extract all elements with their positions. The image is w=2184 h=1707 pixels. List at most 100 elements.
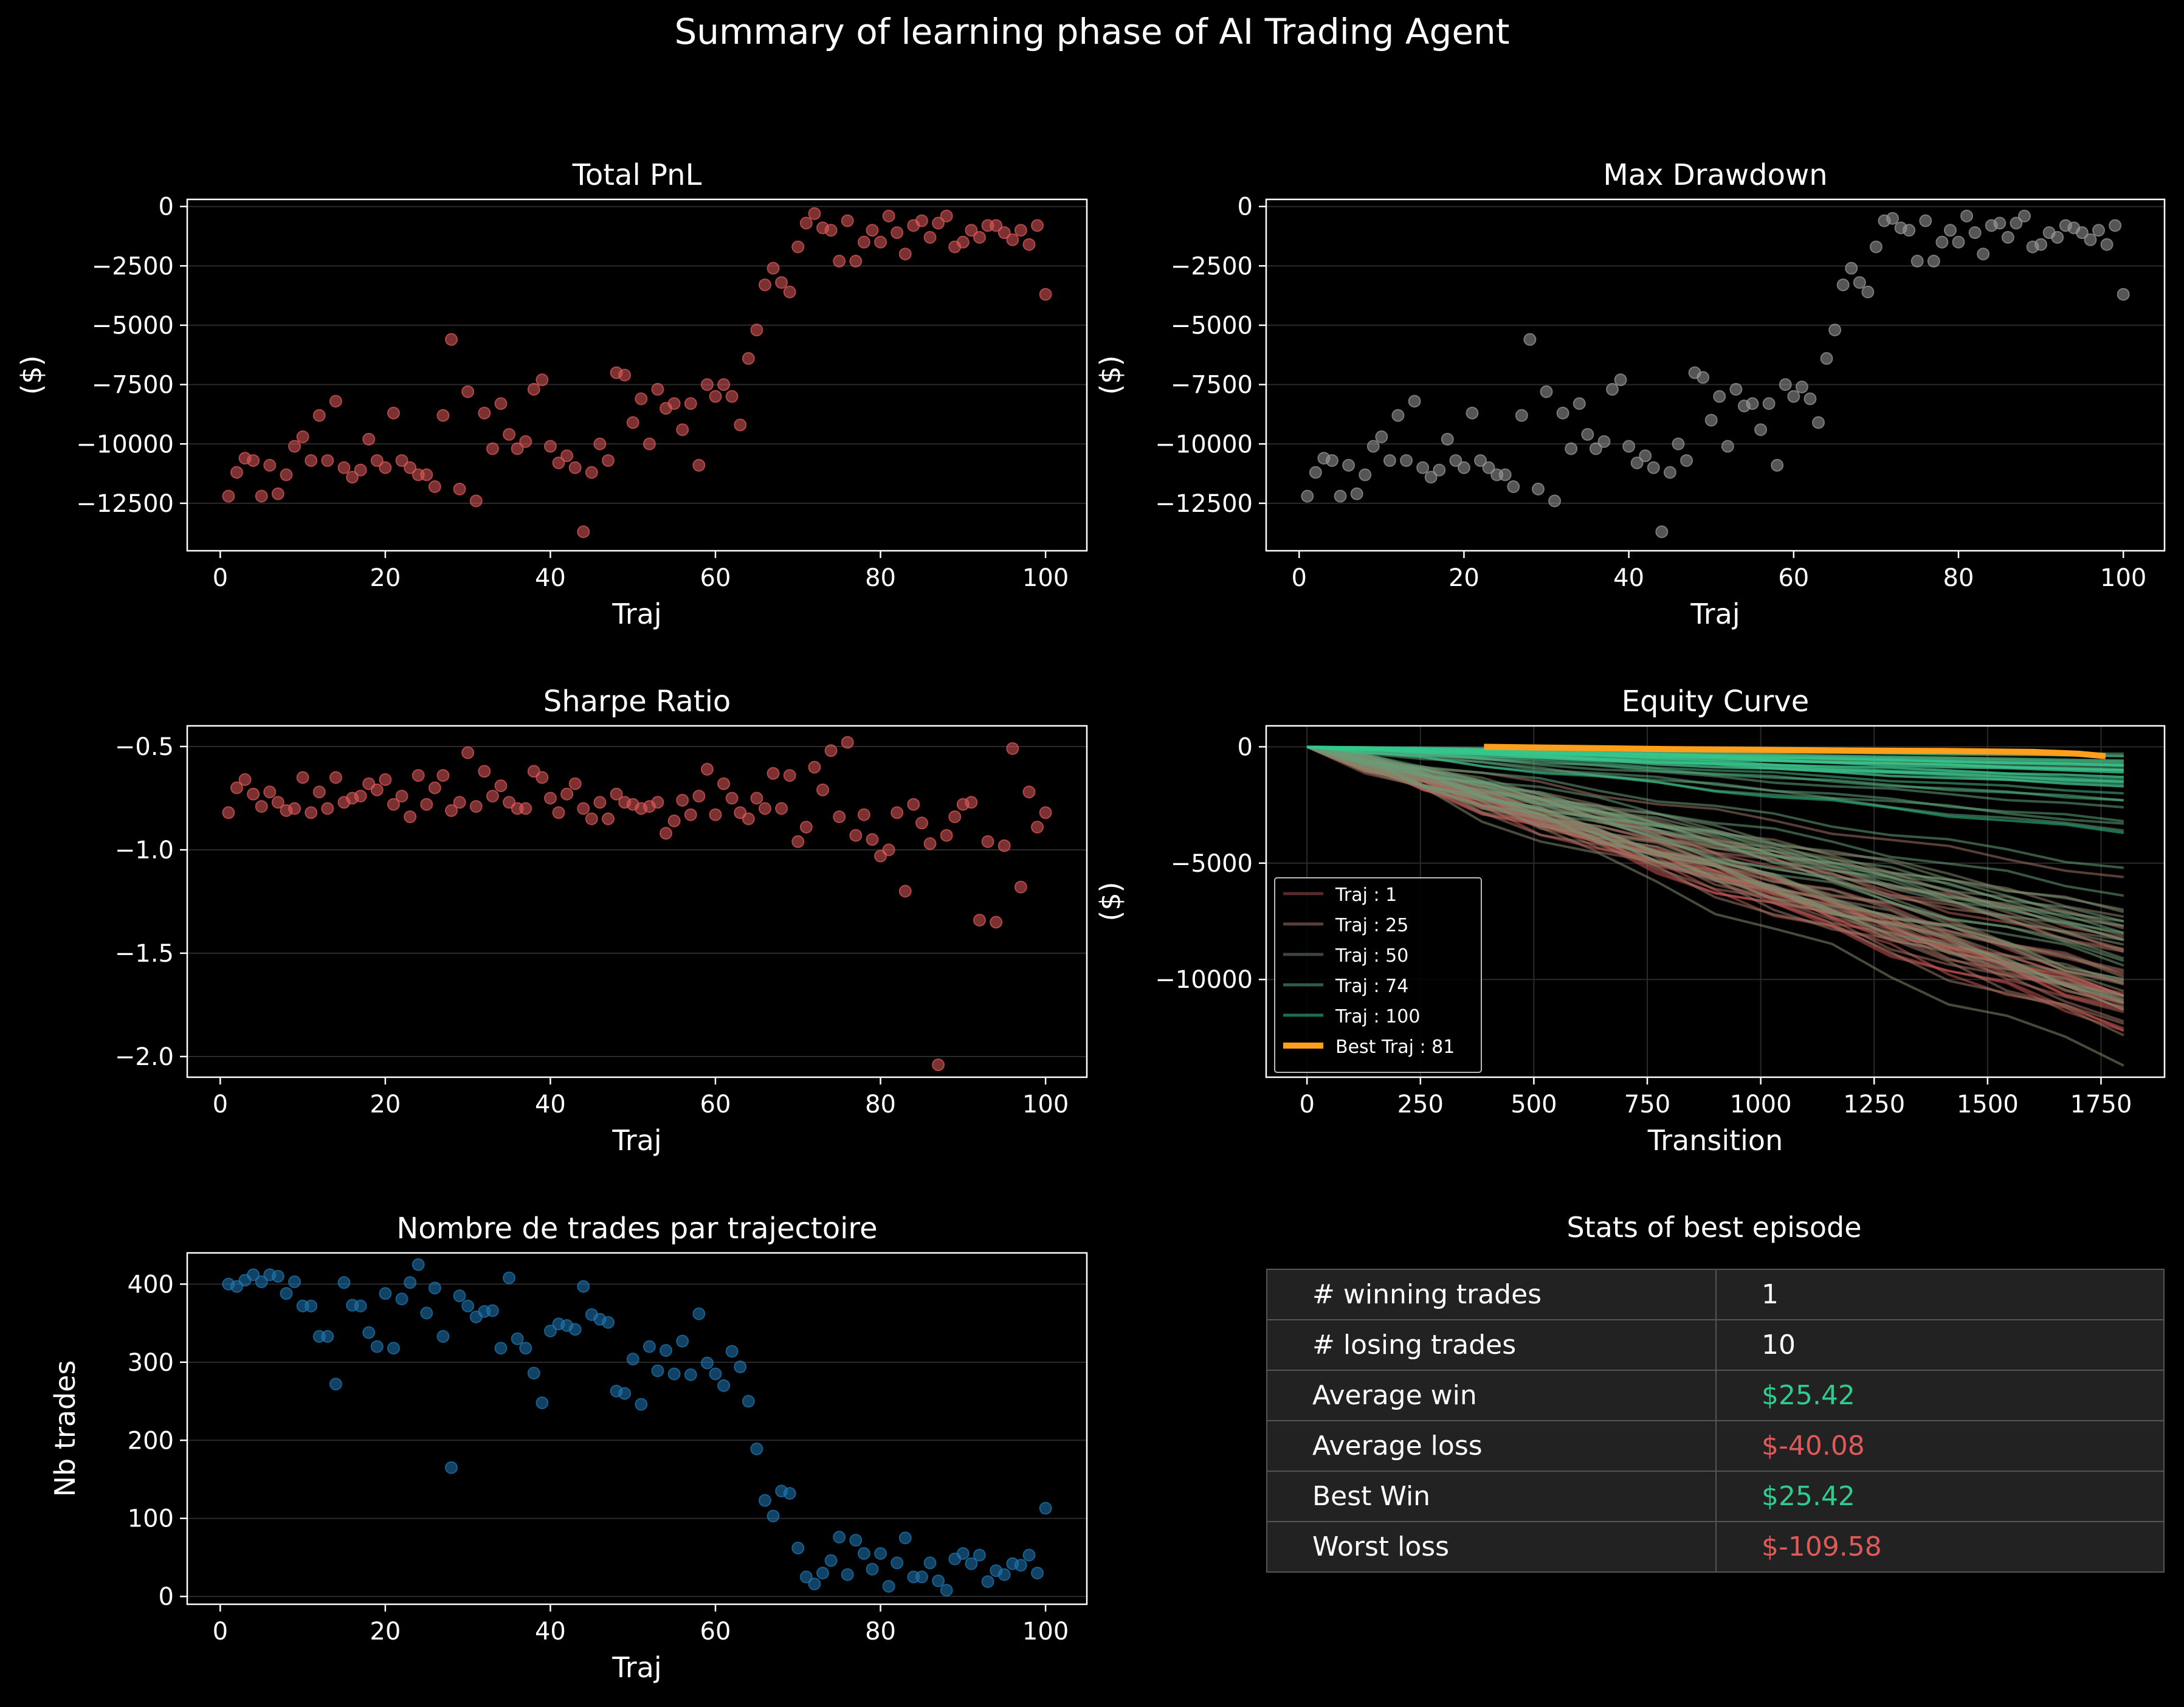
- max-drawdown-chart-ytick-label: −2500: [1171, 252, 1253, 280]
- max-drawdown-chart-point: [1721, 440, 1734, 453]
- equity-curve-chart-xtick-label: 500: [1511, 1091, 1557, 1119]
- total-pnl-chart-point: [222, 489, 235, 503]
- stats-row: Best Win $25.42: [1266, 1471, 2165, 1522]
- total-pnl-chart-point: [973, 230, 986, 244]
- max-drawdown-chart-point: [1960, 209, 1974, 222]
- total-pnl-chart-point: [1039, 288, 1052, 301]
- total-pnl-chart-xtick-label: 40: [535, 564, 566, 592]
- max-drawdown-chart-point: [2075, 226, 2089, 240]
- equity-curve-chart-xtick-label: 250: [1397, 1091, 1444, 1119]
- equity-curve-chart-series-line: [1307, 745, 2124, 795]
- total-pnl-chart-point: [849, 255, 863, 268]
- total-pnl-chart-point: [312, 409, 326, 422]
- total-pnl-chart-point: [536, 373, 549, 387]
- total-pnl-chart-point: [783, 285, 796, 298]
- sharpe-ratio-chart-point: [395, 790, 408, 803]
- trades-per-trajectory-chart-xtick-label: 100: [1022, 1618, 1069, 1646]
- sharpe-ratio-chart-point: [255, 800, 268, 813]
- sharpe-ratio-chart-point: [560, 787, 574, 801]
- total-pnl-chart-point: [519, 435, 532, 448]
- sharpe-ratio-chart-point: [610, 787, 623, 801]
- total-pnl-chart-point: [428, 480, 441, 494]
- max-drawdown-chart-point: [1795, 381, 1808, 394]
- trades-per-trajectory-chart-point: [626, 1353, 639, 1366]
- total-pnl-chart-point: [833, 255, 846, 268]
- total-pnl-chart-point: [734, 418, 747, 432]
- total-pnl-chart-point: [676, 423, 689, 436]
- total-pnl-chart-point: [618, 368, 632, 382]
- sharpe-ratio-chart-point: [660, 827, 673, 840]
- trades-per-trajectory-chart-frame: [186, 1252, 1088, 1605]
- sharpe-ratio-chart-point: [676, 793, 689, 807]
- total-pnl-chart-xtick-label: 100: [1022, 564, 1069, 592]
- sharpe-ratio-chart-point: [271, 796, 284, 809]
- trades-per-trajectory-chart-point: [404, 1276, 417, 1289]
- total-pnl-chart-ytick-label: −10000: [76, 430, 174, 458]
- sharpe-ratio-chart-point: [536, 771, 549, 784]
- trades-per-trajectory-chart-point: [973, 1548, 986, 1562]
- total-pnl-chart-point: [404, 461, 417, 474]
- sharpe-ratio-chart-point: [898, 885, 912, 898]
- sharpe-ratio-chart-point: [469, 800, 483, 813]
- trades-per-trajectory-chart-ytick-label: 300: [128, 1349, 174, 1377]
- trades-per-trajectory-chart-point: [635, 1398, 648, 1411]
- trades-per-trajectory-chart-point: [511, 1332, 524, 1345]
- total-pnl-chart-ytick-label: −2500: [92, 252, 174, 280]
- trades-per-trajectory-chart-point: [412, 1258, 425, 1271]
- total-pnl-chart-point: [271, 487, 284, 500]
- sharpe-ratio-chart-point: [593, 796, 607, 809]
- sharpe-ratio-chart-point: [791, 835, 805, 848]
- sharpe-ratio-chart-xtick-label: 0: [213, 1091, 228, 1119]
- trades-per-trajectory-chart-point: [1031, 1567, 1044, 1580]
- trades-per-trajectory-chart-point: [420, 1306, 433, 1320]
- equity-curve-chart: Traj : 1 Traj : 25 Traj : 50 Traj : 74 Traj …: [1094, 685, 2166, 1157]
- trades-per-trajectory-chart-point: [321, 1329, 334, 1343]
- trades-per-trajectory-chart-point: [486, 1304, 499, 1317]
- total-pnl-chart-point: [560, 449, 574, 463]
- trades-per-trajectory-chart-point: [247, 1268, 260, 1281]
- trades-per-trajectory-chart-point: [981, 1575, 994, 1588]
- equity-curve-chart-legend-box: [1274, 877, 1482, 1073]
- trades-per-trajectory-chart-xlabel: Traj: [611, 1651, 661, 1684]
- max-drawdown-chart-point: [1697, 371, 1710, 384]
- equity-curve-chart-series-line: [1306, 745, 2124, 822]
- sharpe-ratio-chart-point: [890, 806, 904, 819]
- max-drawdown-chart-xtick-label: 60: [1778, 564, 1809, 592]
- max-drawdown-chart-point: [1589, 442, 1602, 455]
- total-pnl-chart-point: [750, 323, 763, 337]
- sharpe-ratio-chart-ytick-label: −1.0: [115, 836, 174, 864]
- total-pnl-chart-point: [511, 442, 524, 455]
- sharpe-ratio-chart-point: [684, 808, 697, 821]
- total-pnl-chart-point: [940, 209, 953, 222]
- total-pnl-chart-point: [866, 224, 879, 237]
- total-pnl-chart-ylabel: ($): [15, 355, 48, 395]
- total-pnl-chart-point: [503, 428, 516, 441]
- trades-per-trajectory-chart-point: [280, 1287, 293, 1300]
- max-drawdown-chart-point: [1350, 487, 1363, 500]
- total-pnl-chart-point: [915, 214, 928, 227]
- max-drawdown-chart-xtick-label: 100: [2100, 564, 2146, 592]
- sharpe-ratio-chart-point: [725, 791, 739, 805]
- sharpe-ratio-chart-point: [841, 736, 854, 749]
- trades-per-trajectory-chart-xtick-label: 60: [700, 1618, 731, 1646]
- sharpe-ratio-chart-xlabel: Traj: [611, 1124, 661, 1157]
- total-pnl-chart-point: [882, 209, 895, 222]
- sharpe-ratio-chart-point: [486, 790, 499, 803]
- total-pnl-chart-point: [230, 466, 243, 479]
- equity-curve-chart-series-line: [1306, 745, 2124, 1002]
- max-drawdown-chart-point: [1630, 457, 1644, 469]
- trades-per-trajectory-chart-point: [833, 1531, 846, 1544]
- trades-per-trajectory-chart-ytick-label: 0: [159, 1583, 174, 1611]
- max-drawdown-chart-point: [1820, 352, 1833, 365]
- max-drawdown-chart-point: [2017, 209, 2031, 222]
- trades-per-trajectory-chart-point: [1039, 1502, 1052, 1515]
- trades-per-trajectory-chart-point: [758, 1494, 771, 1507]
- trades-per-trajectory-chart-point: [255, 1275, 268, 1289]
- total-pnl-chart-point: [808, 207, 821, 220]
- sharpe-ratio-chart-point: [866, 833, 879, 846]
- max-drawdown-chart-point: [1375, 430, 1388, 444]
- sharpe-ratio-chart-point: [981, 835, 994, 848]
- total-pnl-chart-point: [923, 230, 937, 244]
- equity-curve-chart-xtick-label: 1750: [2070, 1091, 2132, 1119]
- max-drawdown-chart-point: [1606, 382, 1619, 396]
